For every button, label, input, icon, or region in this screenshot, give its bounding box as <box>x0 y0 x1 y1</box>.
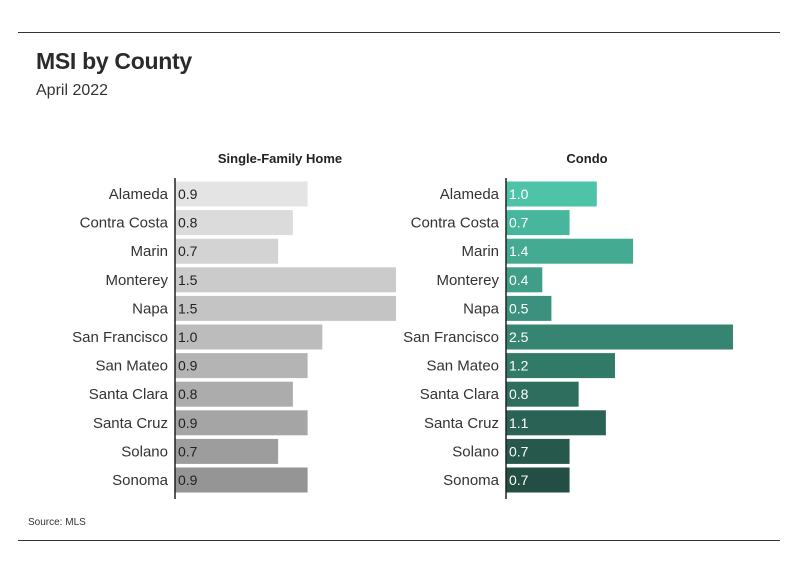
sfh-value-label: 0.9 <box>178 358 198 374</box>
sfh-bar <box>175 324 323 350</box>
condo-value-label: 0.8 <box>509 386 529 402</box>
sfh-value-label: 0.9 <box>178 415 198 431</box>
sfh-value-label: 0.7 <box>178 443 198 459</box>
condo-bar <box>506 438 570 464</box>
top-rule <box>18 32 780 33</box>
condo-value-label: 0.7 <box>509 215 529 231</box>
condo-bar <box>506 238 634 264</box>
bottom-rule <box>18 540 780 541</box>
sfh-value-label: 1.0 <box>178 329 198 345</box>
sfh-category-label: Solano <box>121 443 168 460</box>
sfh-category-label: Sonoma <box>112 472 169 489</box>
condo-value-label: 0.7 <box>509 443 529 459</box>
sfh-category-label: Napa <box>132 300 169 317</box>
sfh-bar <box>175 410 308 436</box>
condo-category-label: Santa Cruz <box>424 415 499 432</box>
sfh-value-label: 0.9 <box>178 186 198 202</box>
sfh-category-label: Alameda <box>109 186 169 203</box>
condo-category-label: Monterey <box>436 272 499 289</box>
condo-panel-title: Condo <box>566 151 607 166</box>
source-note: Source: MLS <box>28 517 86 528</box>
condo-category-label: Contra Costa <box>411 215 500 232</box>
condo-value-label: 1.1 <box>509 415 529 431</box>
sfh-panel-title: Single-Family Home <box>218 151 342 166</box>
sfh-bar <box>175 267 396 293</box>
sfh-bar <box>175 210 293 236</box>
condo-category-label: San Mateo <box>426 358 499 375</box>
sfh-category-label: San Mateo <box>95 358 168 375</box>
sfh-bar <box>175 295 396 321</box>
condo-category-label: Sonoma <box>443 472 500 489</box>
condo-category-label: San Francisco <box>403 329 499 346</box>
sfh-bar <box>175 467 308 493</box>
condo-bar <box>506 267 543 293</box>
sfh-bar <box>175 381 293 407</box>
sfh-category-label: Marin <box>130 243 168 260</box>
sfh-bar <box>175 238 279 264</box>
sfh-value-label: 1.5 <box>178 272 198 288</box>
condo-bar <box>506 467 570 493</box>
condo-value-label: 0.7 <box>509 472 529 488</box>
sfh-value-label: 0.9 <box>178 472 198 488</box>
condo-category-label: Marin <box>461 243 499 260</box>
sfh-category-label: Santa Cruz <box>93 415 168 432</box>
sfh-value-label: 1.5 <box>178 300 198 316</box>
condo-category-label: Solano <box>452 443 499 460</box>
sfh-value-label: 0.8 <box>178 215 198 231</box>
condo-category-label: Alameda <box>440 186 500 203</box>
sfh-category-label: Contra Costa <box>80 215 169 232</box>
condo-value-label: 0.5 <box>509 300 529 316</box>
condo-category-label: Santa Clara <box>420 386 500 403</box>
sfh-category-label: Monterey <box>105 272 168 289</box>
condo-category-label: Napa <box>463 300 500 317</box>
sfh-value-label: 0.8 <box>178 386 198 402</box>
condo-bar <box>506 295 552 321</box>
condo-value-label: 2.5 <box>509 329 529 345</box>
sfh-value-label: 0.7 <box>178 243 198 259</box>
condo-value-label: 0.4 <box>509 272 529 288</box>
condo-bar <box>506 381 579 407</box>
chart-subtitle: April 2022 <box>36 82 109 99</box>
condo-bar <box>506 181 597 207</box>
sfh-bar <box>175 353 308 379</box>
condo-bar <box>506 410 606 436</box>
condo-bar <box>506 324 733 350</box>
condo-value-label: 1.0 <box>509 186 529 202</box>
sfh-bar <box>175 181 308 207</box>
sfh-category-label: Santa Clara <box>89 386 169 403</box>
condo-value-label: 1.4 <box>509 243 529 259</box>
sfh-category-label: San Francisco <box>72 329 168 346</box>
condo-bar <box>506 210 570 236</box>
sfh-bar <box>175 438 279 464</box>
condo-value-label: 1.2 <box>509 358 529 374</box>
chart-title: MSI by County <box>36 48 192 74</box>
condo-bar <box>506 353 615 379</box>
